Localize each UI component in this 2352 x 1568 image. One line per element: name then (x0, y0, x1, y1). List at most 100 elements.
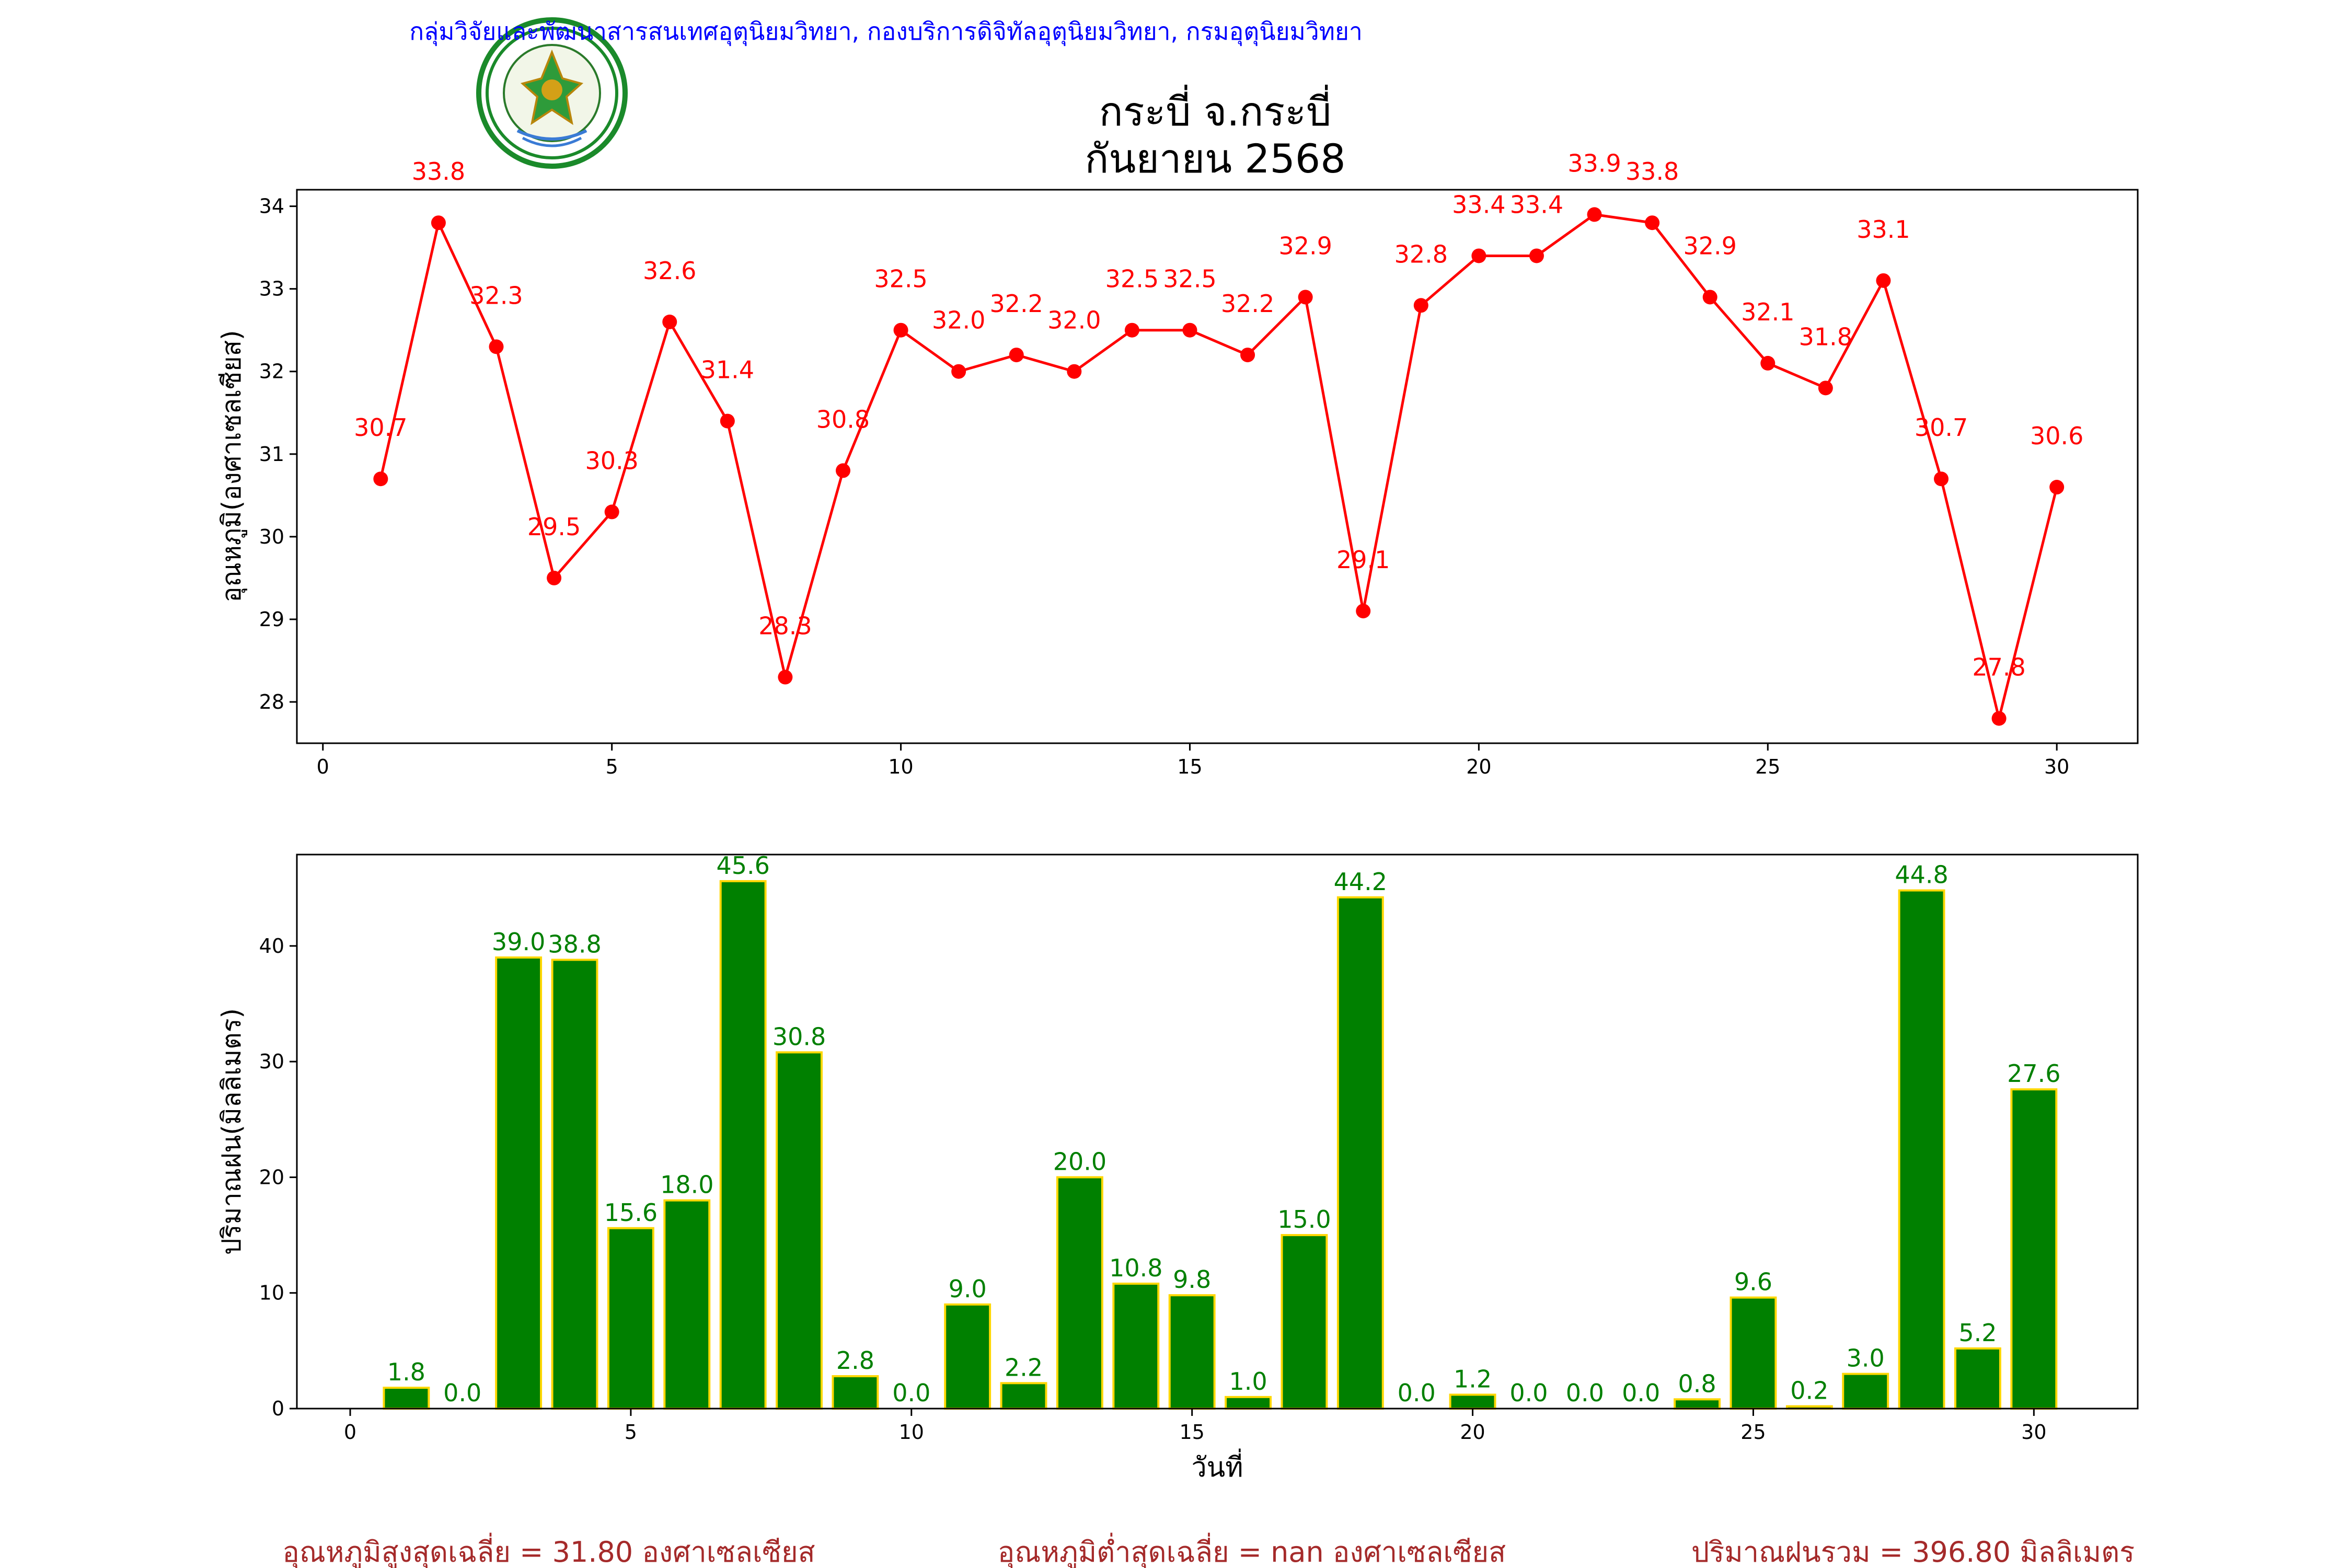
temperature-data-label: 32.6 (643, 257, 696, 285)
total-rainfall: ปริมาณฝนรวม = 396.80 มิลลิเมตร (1691, 1536, 2135, 1568)
rainfall-data-label: 2.8 (836, 1346, 874, 1375)
rainfall-data-label: 15.0 (1277, 1205, 1331, 1233)
temperature-data-label: 32.9 (1278, 232, 1332, 260)
rainfall-data-label: 0.8 (1678, 1369, 1716, 1398)
temperature-data-label: 29.1 (1336, 546, 1390, 574)
temperature-data-labels: 30.7 33.8 32.3 29.5 30.3 32.6 31.4 28.3 30.8 32.5… (354, 149, 2083, 681)
rainfall-y-tick-label: 20 (259, 1166, 284, 1189)
temperature-data-label: 32.8 (1394, 240, 1448, 268)
rainfall-data-label: 27.6 (2007, 1059, 2060, 1088)
temperature-series-line (379, 213, 2058, 719)
temperature-y-tick-label: 30 (259, 525, 284, 548)
rainfall-data-label: 0.0 (1622, 1379, 1660, 1407)
temperature-point (951, 364, 966, 379)
rainfall-data-label: 1.0 (1229, 1367, 1267, 1396)
temperature-point (431, 215, 446, 230)
rainfall-bar (944, 1303, 991, 1410)
temperature-point (2049, 480, 2065, 495)
rainfall-bar (1842, 1373, 1889, 1410)
temperature-point (1934, 471, 1949, 487)
rainfall-data-label: 38.8 (548, 930, 601, 958)
avg-max-temp: อุณหภูมิสูงสุดเฉลี่ย = 31.80 องศาเซลเซีย… (282, 1532, 815, 1568)
rainfall-bar (719, 880, 767, 1410)
temperature-y-tick-label: 34 (259, 195, 284, 218)
rainfall-x-tick-label: 5 (625, 1421, 637, 1444)
rainfall-x-axis-label: วันที่ (1191, 1448, 1243, 1483)
temperature-point (1240, 348, 1255, 363)
temperature-data-label: 33.4 (1452, 190, 1505, 218)
temperature-point (662, 314, 677, 329)
temperature-y-tick-label: 33 (259, 278, 284, 301)
temperature-point (1529, 248, 1544, 263)
temperature-data-label: 30.6 (2030, 422, 2083, 450)
temperature-point (1645, 215, 1660, 230)
temperature-data-label: 31.4 (701, 356, 754, 384)
rainfall-data-label: 0.0 (1509, 1379, 1548, 1407)
rainfall-bar (551, 959, 598, 1410)
temperature-data-label: 33.4 (1510, 190, 1563, 218)
rainfall-x-tick-label: 15 (1180, 1421, 1205, 1444)
rainfall-bars (383, 880, 2058, 1410)
temperature-data-label: 32.1 (1741, 298, 1794, 326)
rainfall-bar (1056, 1176, 1103, 1410)
rainfall-bar (1000, 1382, 1047, 1410)
rainfall-bar (1225, 1396, 1272, 1410)
rainfall-bar (1449, 1393, 1496, 1410)
rainfall-data-label: 44.8 (1895, 861, 1948, 889)
rainfall-bar (1730, 1296, 1777, 1410)
rainfall-bar (1168, 1294, 1216, 1410)
temperature-plot-frame (296, 189, 2139, 744)
temperature-y-tick-label: 29 (259, 608, 284, 631)
rainfall-bar (1336, 896, 1384, 1410)
rainfall-data-label: 30.8 (773, 1022, 826, 1051)
rainfall-data-label: 0.0 (892, 1379, 930, 1407)
rainfall-bar (2010, 1088, 2058, 1410)
temperature-point (835, 463, 850, 478)
temperature-x-tick-label: 15 (1177, 755, 1202, 778)
temperature-point (1067, 364, 1082, 379)
rainfall-bar (663, 1199, 711, 1410)
rainfall-data-label: 18.0 (660, 1171, 713, 1199)
temperature-y-tick-label: 32 (259, 360, 284, 383)
rainfall-data-label: 45.6 (716, 851, 769, 880)
rainfall-data-label: 0.0 (443, 1379, 481, 1407)
rainfall-bar (1898, 889, 1945, 1410)
temperature-point (1876, 273, 1891, 288)
rainfall-y-tick-label: 0 (272, 1397, 284, 1420)
rainfall-bar (495, 956, 543, 1410)
rainfall-bar (607, 1227, 654, 1410)
temperature-point (893, 322, 908, 338)
rainfall-bar (383, 1387, 430, 1410)
temperature-axes: 0 5 10 15 20 25 30 28 29 30 31 32 33 34 (259, 195, 2070, 778)
rainfall-data-label: 5.2 (1958, 1319, 1997, 1347)
temperature-point (489, 339, 504, 354)
temperature-point (1182, 322, 1197, 338)
temperature-points (373, 207, 2065, 726)
temperature-data-label: 32.5 (1105, 265, 1159, 293)
temperature-point (720, 413, 735, 429)
summary-footer: อุณหภูมิสูงสุดเฉลี่ย = 31.80 องศาเซลเซีย… (282, 1532, 2135, 1568)
rainfall-x-tick-label: 25 (1740, 1421, 1766, 1444)
rainfall-bar (1112, 1283, 1160, 1410)
rainfall-y-tick-label: 10 (259, 1282, 284, 1305)
temperature-data-label: 31.8 (1799, 322, 1852, 351)
rainfall-y-tick-label: 40 (259, 935, 284, 958)
temperature-point (1356, 604, 1371, 619)
rainfall-y-tick-label: 30 (259, 1050, 284, 1073)
temperature-x-tick-label: 20 (1466, 755, 1491, 778)
rainfall-data-label: 0.2 (1790, 1377, 1828, 1405)
temperature-point (1818, 381, 1833, 396)
rainfall-data-label: 9.0 (949, 1275, 987, 1303)
rainfall-chart: 0 5 10 15 20 25 30 0 10 20 30 40 1.8 0.0 39.0 38.8 15.6… (216, 851, 2139, 1483)
temperature-point (1991, 711, 2007, 726)
rainfall-bar (1281, 1234, 1328, 1410)
temperature-x-tick-label: 30 (2044, 755, 2069, 778)
rainfall-bar (832, 1375, 879, 1410)
rainfall-data-label: 44.2 (1334, 868, 1387, 896)
rainfall-y-axis-label: ปริมาณฝน(มิลลิเมตร) (216, 1008, 247, 1255)
temperature-data-label: 27.8 (1972, 653, 2025, 682)
temperature-point (1413, 298, 1428, 313)
rainfall-data-label: 9.6 (1734, 1268, 1772, 1296)
temperature-data-label: 32.0 (932, 306, 985, 335)
